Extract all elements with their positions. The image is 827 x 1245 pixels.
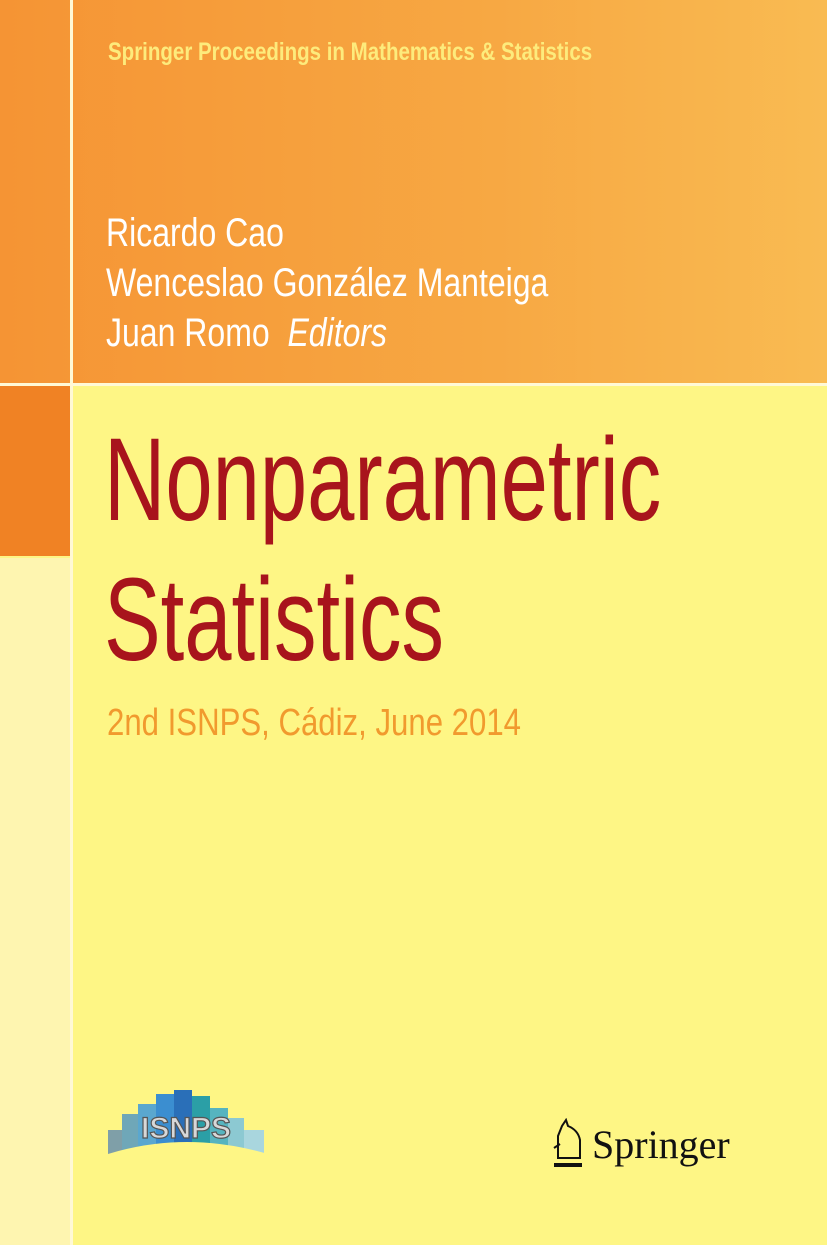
horizontal-divider bbox=[0, 383, 827, 386]
isnps-logo: ISNPS bbox=[108, 1090, 268, 1162]
isnps-wordmark: ISNPS bbox=[141, 1112, 231, 1145]
book-subtitle: 2nd ISNPS, Cádiz, June 2014 bbox=[107, 702, 521, 744]
vertical-divider bbox=[70, 0, 73, 1245]
springer-logo: Springer bbox=[550, 1118, 730, 1170]
author-line: Juan Romo Editors bbox=[106, 308, 548, 358]
author-name: Wenceslao González Manteiga bbox=[106, 261, 549, 305]
book-title: Nonparametric Statistics bbox=[104, 410, 827, 690]
editors-label: Editors bbox=[287, 311, 388, 355]
author-name: Juan Romo bbox=[106, 311, 270, 355]
left-accent-block bbox=[0, 386, 70, 556]
title-line: Statistics bbox=[104, 554, 444, 686]
editors-list: Ricardo Cao Wenceslao González Manteiga … bbox=[106, 208, 659, 358]
springer-wordmark: Springer bbox=[592, 1121, 730, 1167]
left-light-strip bbox=[0, 558, 70, 1245]
knight-horse-icon bbox=[553, 1118, 582, 1167]
top-orange-band bbox=[0, 0, 827, 384]
author-name: Ricardo Cao bbox=[106, 211, 284, 255]
title-line: Nonparametric bbox=[104, 414, 662, 546]
series-title: Springer Proceedings in Mathematics & St… bbox=[108, 38, 593, 66]
